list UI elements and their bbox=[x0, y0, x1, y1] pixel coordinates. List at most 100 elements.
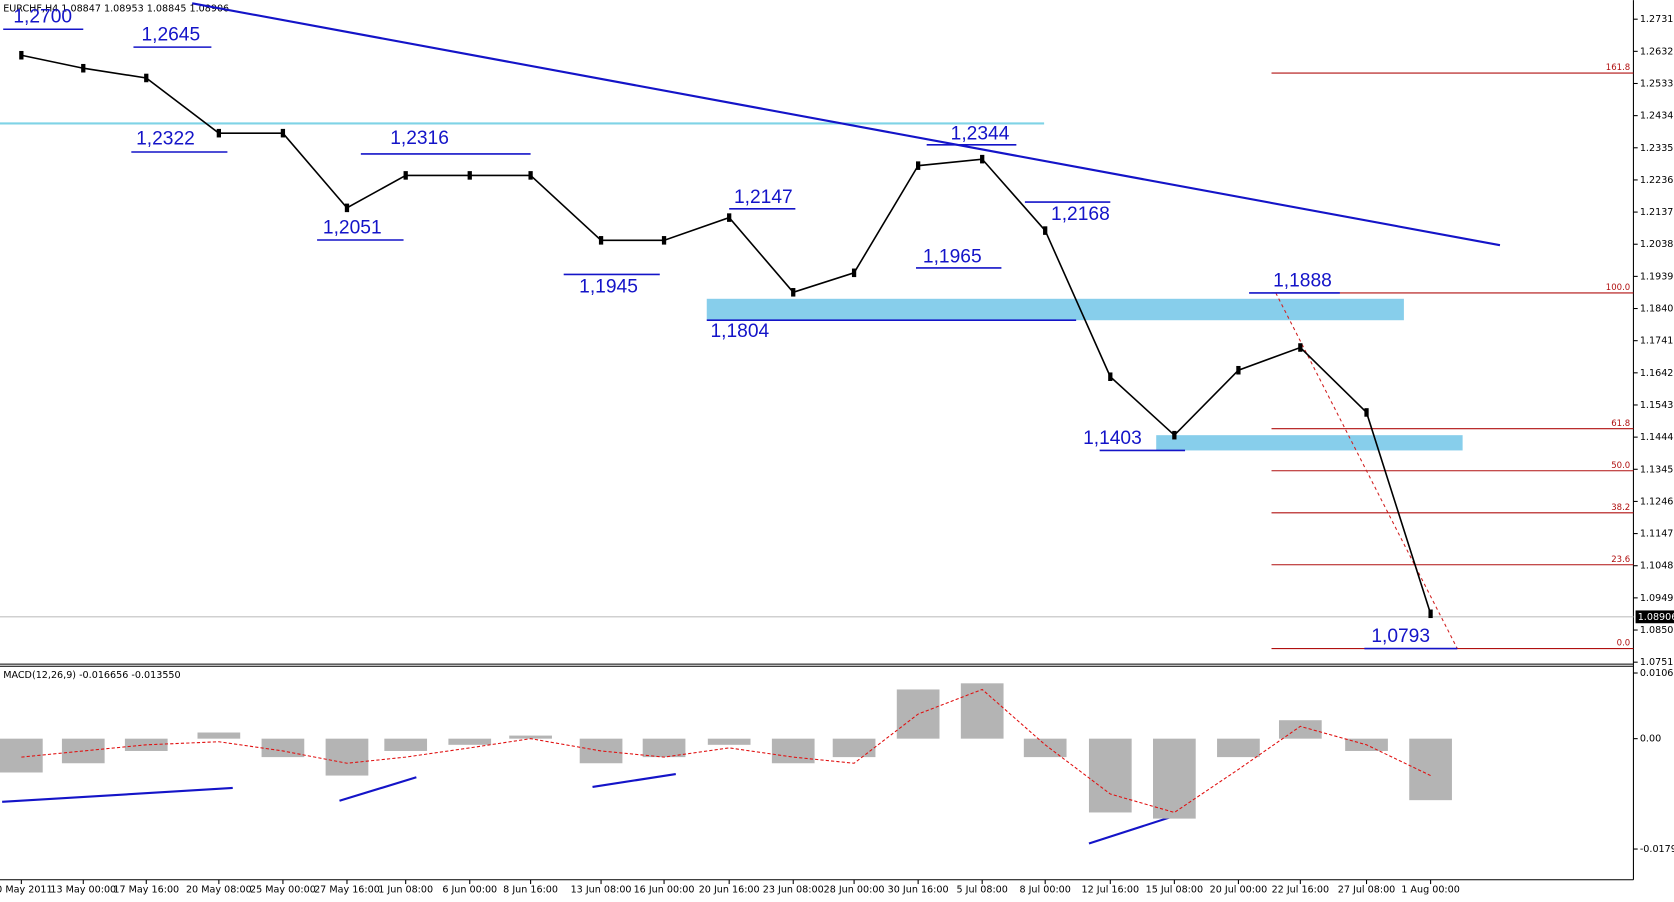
x-tick-label: 20 Jul 00:00 bbox=[1210, 884, 1268, 895]
x-tick-label: 27 May 16:00 bbox=[314, 884, 380, 895]
macd-bar bbox=[707, 738, 751, 745]
x-tick-label: 13 May 00:00 bbox=[50, 884, 116, 895]
macd-bar bbox=[0, 738, 43, 773]
fib-label: 38.2 bbox=[1611, 503, 1630, 513]
level-label: 1,1965 bbox=[923, 246, 982, 267]
y-tick-label: 1.09490 bbox=[1640, 593, 1674, 604]
x-tick-label: 27 Jul 08:00 bbox=[1338, 884, 1396, 895]
macd-bar bbox=[509, 735, 552, 739]
x-tick-label: 1 Aug 00:00 bbox=[1401, 884, 1460, 895]
macd-bar bbox=[197, 732, 241, 739]
fib-label: 161.8 bbox=[1606, 63, 1630, 73]
y-tick-label: 1.19390 bbox=[1640, 271, 1674, 282]
macd-bar bbox=[771, 738, 815, 764]
y-tick-label: 1.24340 bbox=[1640, 111, 1674, 122]
x-tick-label: 5 Jul 08:00 bbox=[956, 884, 1007, 895]
candle bbox=[1364, 408, 1369, 417]
level-label: 1,2316 bbox=[390, 128, 449, 149]
fib-label: 100.0 bbox=[1606, 283, 1630, 293]
macd-bar bbox=[642, 738, 686, 758]
y-tick-label: 1.07510 bbox=[1640, 657, 1674, 668]
macd-bar bbox=[1023, 738, 1067, 758]
macd-bar bbox=[1278, 720, 1322, 739]
level-label: 1,2051 bbox=[323, 217, 382, 238]
x-tick-label: 28 Jun 00:00 bbox=[824, 884, 885, 895]
macd-y-tick-label: 0.010675 bbox=[1640, 668, 1674, 679]
y-tick-label: 1.08500 bbox=[1640, 625, 1674, 636]
divergence-line bbox=[2, 786, 233, 803]
x-tick-label: 1 Jun 08:00 bbox=[378, 884, 433, 895]
macd-y-tick-label: -0.01795 bbox=[1640, 844, 1674, 855]
macd-bar bbox=[325, 738, 369, 776]
candle bbox=[19, 50, 24, 60]
y-tick-label: 1.20380 bbox=[1640, 239, 1674, 250]
x-tick-label: 25 May 00:00 bbox=[250, 884, 316, 895]
candle bbox=[528, 171, 533, 180]
level-label: 1,1403 bbox=[1083, 428, 1142, 449]
candle bbox=[916, 161, 921, 170]
fib-label: 61.8 bbox=[1611, 419, 1630, 429]
candle bbox=[144, 73, 149, 83]
macd-bar bbox=[960, 683, 1004, 739]
x-tick-label: 15 Jul 08:00 bbox=[1146, 884, 1204, 895]
divergence-line bbox=[339, 776, 417, 802]
macd-y-tick-label: 0.00 bbox=[1640, 734, 1661, 745]
y-tick-label: 1.26320 bbox=[1640, 46, 1674, 57]
x-tick-label: 20 May 08:00 bbox=[186, 884, 252, 895]
candle bbox=[980, 154, 985, 164]
candle bbox=[661, 236, 667, 245]
macd-title: MACD(12,26,9) -0.016656 -0.013550 bbox=[3, 670, 180, 681]
macd-bar bbox=[384, 738, 428, 751]
macd-bar bbox=[1217, 738, 1260, 758]
candle bbox=[403, 171, 408, 180]
candle bbox=[727, 213, 732, 222]
y-tick-label: 1.18400 bbox=[1640, 304, 1674, 315]
macd-bar bbox=[1153, 738, 1196, 819]
y-tick-label: 1.27310 bbox=[1640, 14, 1674, 25]
y-tick-label: 1.17410 bbox=[1640, 336, 1674, 347]
level-label: 1,2147 bbox=[734, 187, 793, 208]
candle bbox=[1236, 365, 1241, 375]
support-zone bbox=[706, 298, 1404, 321]
level-label: 1,2645 bbox=[141, 24, 200, 45]
candle bbox=[344, 203, 350, 213]
trendline bbox=[191, 2, 1501, 247]
fib-label: 23.6 bbox=[1611, 555, 1630, 565]
y-tick-label: 1.11470 bbox=[1640, 529, 1674, 540]
macd-bar bbox=[1409, 738, 1452, 801]
x-tick-label: 30 Jun 16:00 bbox=[888, 884, 949, 895]
level-label: 1,1945 bbox=[579, 276, 638, 297]
y-tick-label: 1.14440 bbox=[1640, 432, 1674, 443]
y-tick-label: 1.16420 bbox=[1640, 368, 1674, 379]
level-label: 1,2322 bbox=[136, 128, 195, 149]
candle bbox=[1108, 372, 1113, 381]
y-tick-label: 1.15430 bbox=[1640, 400, 1674, 411]
y-tick-label: 1.21370 bbox=[1640, 207, 1674, 218]
macd-bar bbox=[61, 738, 105, 764]
divergence-line bbox=[592, 773, 676, 788]
y-tick-label: 1.25330 bbox=[1640, 78, 1674, 89]
candle bbox=[1043, 226, 1048, 235]
candle bbox=[791, 288, 796, 297]
candle bbox=[280, 128, 286, 138]
x-tick-label: 13 Jun 08:00 bbox=[571, 884, 632, 895]
y-tick-label: 1.12460 bbox=[1640, 496, 1674, 507]
level-label: 1,1804 bbox=[710, 321, 769, 342]
y-tick-label: 1.23350 bbox=[1640, 143, 1674, 154]
x-tick-label: 20 Jun 16:00 bbox=[699, 884, 760, 895]
macd-bar bbox=[1088, 738, 1132, 813]
level-label: 1,2700 bbox=[13, 7, 72, 28]
candle bbox=[851, 268, 857, 278]
candle bbox=[1298, 343, 1303, 352]
current-price-box bbox=[1635, 610, 1674, 624]
x-tick-label: 12 Jul 16:00 bbox=[1082, 884, 1140, 895]
level-label: 1,2168 bbox=[1051, 204, 1110, 225]
level-label: 1,0793 bbox=[1371, 626, 1430, 647]
x-tick-label: 10 May 2011 bbox=[0, 884, 53, 895]
x-tick-label: 17 May 16:00 bbox=[113, 884, 179, 895]
macd-bar bbox=[448, 738, 492, 745]
candle bbox=[598, 236, 604, 245]
y-tick-label: 1.10480 bbox=[1640, 561, 1674, 572]
